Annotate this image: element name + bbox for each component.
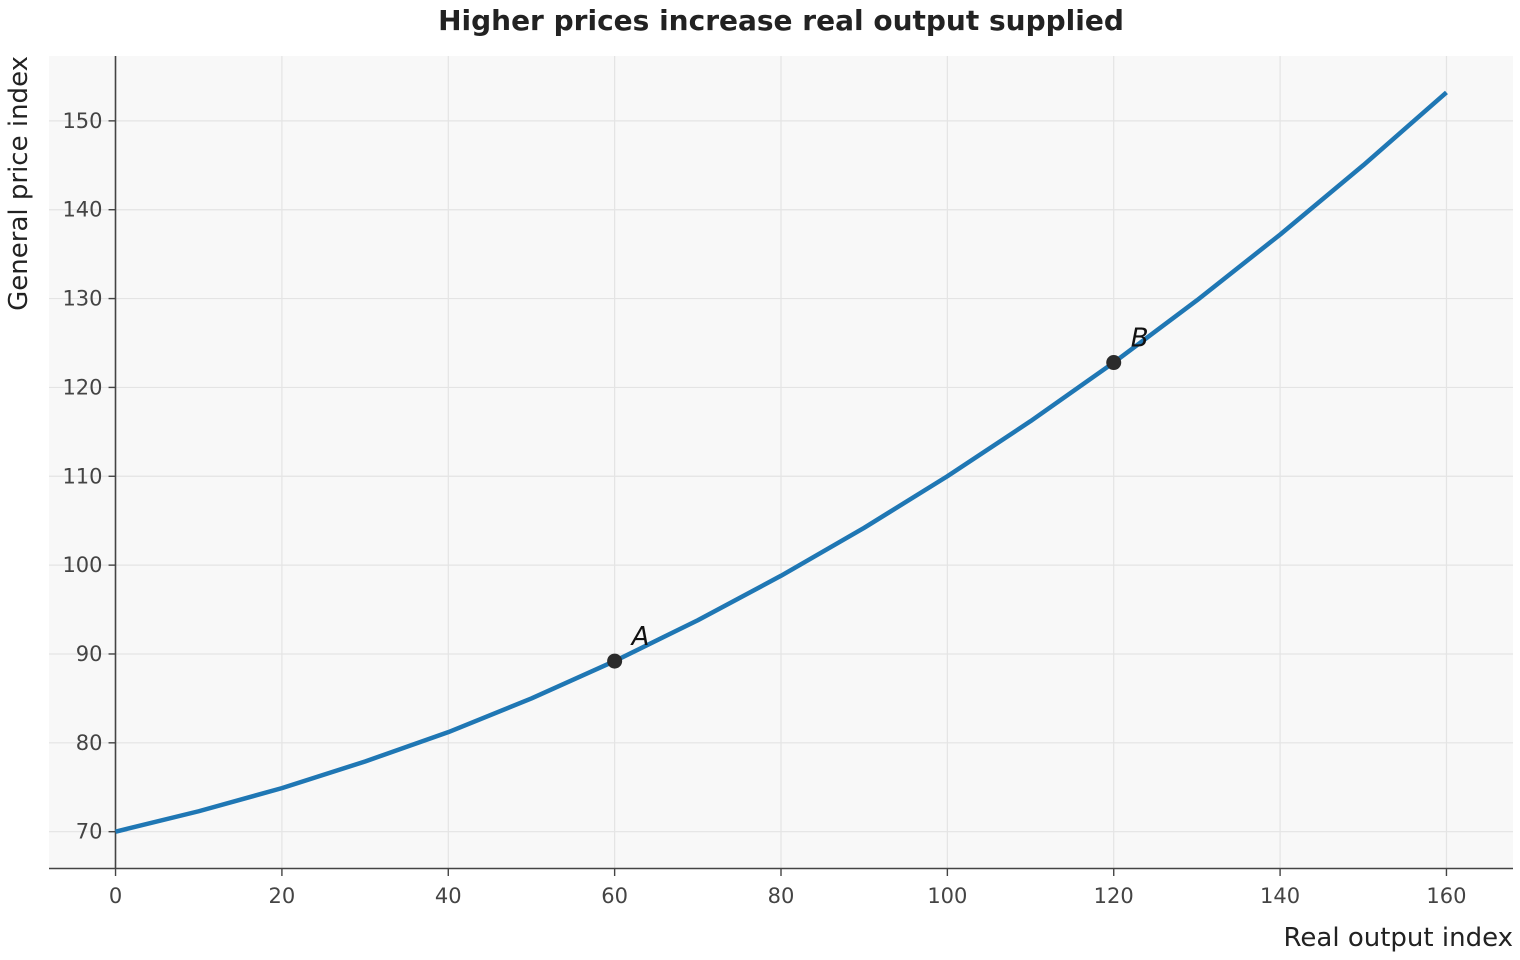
y-tick-label: 130 xyxy=(62,287,102,311)
x-tick-label: 140 xyxy=(1260,884,1300,908)
x-tick-label: 120 xyxy=(1094,884,1134,908)
chart-title: Higher prices increase real output suppl… xyxy=(438,4,1124,37)
y-tick-label: 120 xyxy=(62,375,102,399)
y-axis-label: General price index xyxy=(4,56,34,311)
point-label-b: B xyxy=(1131,324,1149,354)
x-tick-label: 60 xyxy=(601,884,628,908)
y-tick-label: 110 xyxy=(62,464,102,488)
y-tick-label: 90 xyxy=(76,642,103,666)
x-tick-label: 100 xyxy=(927,884,967,908)
grid-lines xyxy=(49,56,1513,869)
y-tick-label: 100 xyxy=(62,553,102,577)
point-a xyxy=(607,653,623,669)
axes xyxy=(49,56,1513,870)
point-b xyxy=(1106,355,1122,371)
series-layer xyxy=(115,90,1448,834)
point-label-a: A xyxy=(630,622,650,652)
x-tick-label: 160 xyxy=(1426,884,1466,908)
y-tick-label: 150 xyxy=(62,109,102,133)
points-layer: AB xyxy=(607,324,1149,669)
x-tick-label: 40 xyxy=(435,884,462,908)
y-tick-label: 70 xyxy=(76,820,103,844)
supply-curve-line xyxy=(115,90,1448,834)
x-axis-label: Real output index xyxy=(1284,923,1513,953)
y-tick-label: 80 xyxy=(76,731,103,755)
x-tick-label: 20 xyxy=(269,884,296,908)
tick-marks: 0 20 40 60 80 100 120 140 160 70 80 90 100 110 120 130 1… xyxy=(62,109,1466,908)
x-tick-label: 0 xyxy=(109,884,122,908)
y-tick-label: 140 xyxy=(62,198,102,222)
x-tick-label: 80 xyxy=(768,884,795,908)
